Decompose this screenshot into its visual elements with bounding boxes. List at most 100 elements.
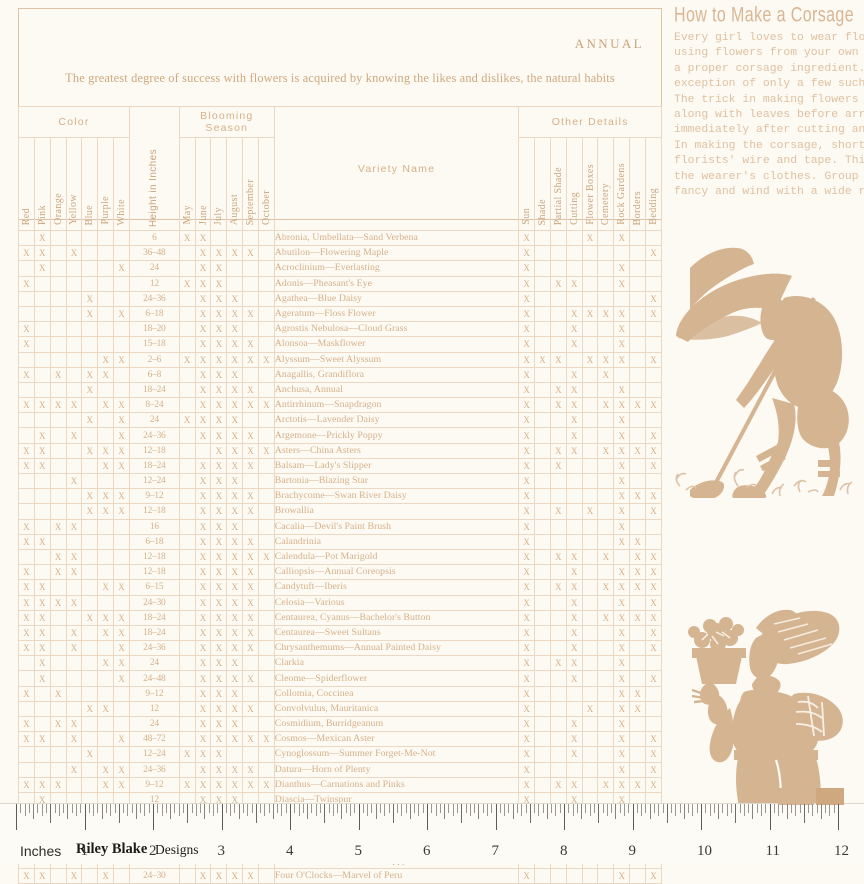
cell-color-white[interactable]: X [113, 260, 130, 277]
cell-season-june[interactable]: X [194, 427, 212, 444]
cell-other-flower-boxes[interactable] [581, 518, 599, 535]
cell-other-rock-gardens[interactable]: X [613, 397, 631, 414]
cell-color-yellow[interactable] [65, 290, 83, 307]
cell-color-blue[interactable] [81, 518, 99, 535]
cell-other-cemetery[interactable] [597, 457, 615, 475]
cell-color-yellow[interactable]: X [65, 715, 83, 733]
cell-color-purple[interactable] [97, 640, 115, 657]
cell-other-rock-gardens[interactable]: X [613, 867, 631, 884]
cell-other-rock-gardens[interactable]: X [613, 321, 631, 338]
cell-other-bedding[interactable]: X [645, 594, 662, 611]
cell-season-october[interactable] [257, 245, 275, 262]
cell-color-pink[interactable]: X [33, 427, 51, 444]
cell-other-flower-boxes[interactable] [581, 655, 599, 672]
cell-other-flower-boxes[interactable] [581, 290, 599, 307]
cell-color-red[interactable]: X [18, 579, 35, 596]
cell-other-bedding[interactable]: X [645, 427, 662, 444]
cell-other-flower-boxes[interactable] [581, 548, 599, 566]
cell-other-cutting[interactable] [565, 700, 583, 718]
cell-other-shade[interactable] [534, 442, 551, 459]
cell-color-pink[interactable] [33, 564, 51, 581]
cell-color-purple[interactable] [97, 564, 115, 581]
cell-season-august[interactable]: X [226, 503, 244, 520]
cell-color-orange[interactable] [49, 670, 67, 687]
cell-other-sun[interactable]: X [518, 488, 536, 505]
cell-other-borders[interactable] [629, 351, 646, 368]
cell-season-june[interactable]: X [194, 548, 212, 566]
cell-other-sun[interactable]: X [518, 670, 536, 687]
cell-other-partial-shade[interactable] [549, 366, 567, 383]
cell-other-cemetery[interactable] [597, 427, 615, 444]
cell-season-may[interactable] [178, 503, 196, 520]
cell-other-cutting[interactable] [565, 260, 583, 277]
cell-season-july[interactable]: X [210, 366, 228, 383]
cell-other-partial-shade[interactable] [549, 594, 567, 611]
cell-other-shade[interactable] [534, 685, 551, 702]
cell-color-red[interactable] [18, 305, 35, 323]
cell-color-pink[interactable]: X [33, 260, 51, 277]
cell-season-october[interactable] [257, 366, 275, 383]
cell-other-rock-gardens[interactable]: X [613, 776, 631, 793]
cell-other-sun[interactable]: X [518, 245, 536, 262]
cell-color-blue[interactable]: X [81, 442, 99, 459]
cell-other-partial-shade[interactable]: X [549, 397, 567, 414]
cell-other-bedding[interactable]: X [645, 579, 662, 596]
cell-season-may[interactable]: X [178, 275, 196, 292]
cell-other-shade[interactable] [534, 776, 551, 793]
cell-other-cemetery[interactable] [597, 685, 615, 702]
cell-season-july[interactable]: X [210, 700, 228, 718]
cell-other-rock-gardens[interactable]: X [613, 731, 631, 748]
cell-color-purple[interactable]: X [97, 442, 115, 459]
cell-other-flower-boxes[interactable] [581, 579, 599, 596]
cell-color-orange[interactable]: X [49, 548, 67, 566]
cell-season-september[interactable] [242, 321, 259, 338]
cell-other-cutting[interactable] [565, 290, 583, 307]
cell-other-cemetery[interactable] [597, 670, 615, 687]
cell-color-white[interactable] [113, 245, 130, 262]
cell-color-red[interactable]: X [18, 594, 35, 611]
cell-season-june[interactable]: X [194, 609, 212, 626]
cell-color-blue[interactable]: X [81, 290, 99, 307]
cell-other-cemetery[interactable]: X [597, 397, 615, 414]
cell-color-yellow[interactable] [65, 670, 83, 687]
cell-other-cutting[interactable]: X [565, 776, 583, 793]
cell-season-july[interactable]: X [210, 655, 228, 672]
cell-other-cutting[interactable]: X [565, 670, 583, 687]
cell-other-flower-boxes[interactable] [581, 867, 599, 884]
cell-other-shade[interactable] [534, 715, 551, 733]
cell-other-cemetery[interactable] [597, 761, 615, 778]
cell-season-june[interactable]: X [194, 305, 212, 323]
cell-other-flower-boxes[interactable] [581, 594, 599, 611]
cell-other-bedding[interactable]: X [645, 457, 662, 475]
cell-season-october[interactable] [257, 564, 275, 581]
cell-season-october[interactable] [257, 503, 275, 520]
cell-other-partial-shade[interactable] [549, 867, 567, 884]
cell-season-may[interactable] [178, 761, 196, 778]
cell-season-june[interactable]: X [194, 564, 212, 581]
cell-color-white[interactable] [113, 472, 130, 490]
cell-other-cemetery[interactable] [597, 533, 615, 550]
cell-season-may[interactable] [178, 397, 196, 414]
cell-color-yellow[interactable] [65, 381, 83, 399]
cell-color-blue[interactable] [81, 624, 99, 642]
cell-other-sun[interactable]: X [518, 260, 536, 277]
cell-other-rock-gardens[interactable]: X [613, 518, 631, 535]
cell-other-flower-boxes[interactable] [581, 260, 599, 277]
cell-season-august[interactable]: X [226, 321, 244, 338]
cell-other-rock-gardens[interactable]: X [613, 624, 631, 642]
cell-season-june[interactable]: X [194, 867, 212, 884]
cell-other-bedding[interactable] [645, 472, 662, 490]
cell-other-cutting[interactable]: X [565, 381, 583, 399]
cell-color-yellow[interactable] [65, 746, 83, 763]
cell-other-borders[interactable] [629, 731, 646, 748]
cell-other-sun[interactable]: X [518, 229, 536, 247]
cell-color-white[interactable]: X [113, 655, 130, 672]
cell-season-october[interactable] [257, 579, 275, 596]
cell-color-yellow[interactable] [65, 776, 83, 793]
cell-other-cemetery[interactable] [597, 245, 615, 262]
cell-color-orange[interactable] [49, 229, 67, 247]
cell-other-shade[interactable] [534, 579, 551, 596]
cell-season-july[interactable]: X [210, 427, 228, 444]
cell-other-shade[interactable] [534, 321, 551, 338]
cell-color-red[interactable]: X [18, 731, 35, 748]
